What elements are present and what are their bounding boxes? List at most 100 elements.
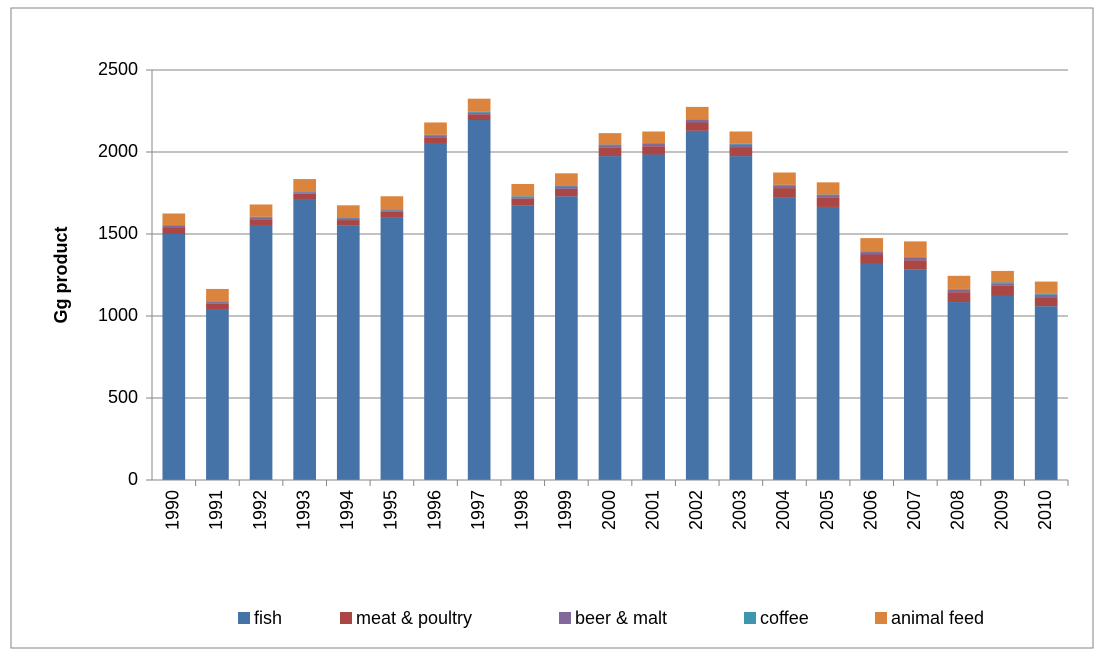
bar-segment	[293, 191, 317, 193]
bar-segment	[380, 211, 404, 218]
x-tick-label: 2004	[773, 490, 793, 530]
bar-segment	[598, 133, 622, 145]
bar-segment	[511, 205, 535, 481]
bar-segment	[773, 185, 796, 189]
bar-segment	[685, 120, 709, 123]
bar-segment	[685, 122, 709, 131]
bar-segment	[467, 111, 491, 113]
bar-segment	[860, 254, 884, 264]
bar-segment	[336, 220, 360, 226]
bar-segment	[380, 196, 404, 210]
legend-swatch	[875, 612, 887, 624]
bar-segment	[598, 144, 622, 146]
bar-segment	[685, 119, 709, 121]
bar-segment	[860, 263, 884, 480]
bar-segment	[729, 131, 753, 144]
bar-segment	[424, 122, 447, 135]
bar-segment	[293, 192, 317, 194]
bar-segment	[947, 275, 971, 289]
bar-segment	[598, 145, 622, 148]
bar-segment	[555, 185, 578, 187]
bar-segment	[249, 217, 273, 220]
bar-segment	[424, 137, 447, 143]
bar-segment	[991, 295, 1014, 480]
bar-segment	[511, 197, 535, 199]
x-tick-label: 1990	[163, 490, 183, 530]
x-tick-label: 1998	[512, 490, 532, 530]
bar-segment	[816, 182, 840, 195]
bar-segment	[424, 134, 447, 136]
bar-segment	[249, 216, 273, 218]
bar-segment	[903, 269, 927, 480]
bar-segment	[293, 199, 317, 480]
x-tick-label: 2001	[642, 490, 662, 530]
y-tick-label: 0	[128, 469, 138, 489]
bar-segment	[336, 225, 360, 480]
bar-segment	[162, 227, 186, 234]
x-tick-label: 2010	[1035, 490, 1055, 530]
bar-segment	[1034, 281, 1058, 294]
bar-segment	[380, 209, 404, 211]
bar-segment	[903, 256, 927, 258]
x-tick-label: 1991	[206, 490, 226, 530]
y-tick-label: 1000	[98, 305, 138, 325]
bar-segment	[380, 210, 404, 212]
bar-segment	[206, 303, 229, 310]
bar-segment	[991, 282, 1014, 284]
legend-swatch	[744, 612, 756, 624]
bar-segment	[729, 147, 753, 157]
bar-segment	[773, 184, 796, 186]
bar-segment	[729, 156, 753, 480]
bar-segment	[1034, 294, 1058, 298]
bar-segment	[336, 218, 360, 221]
bar-segment	[467, 98, 491, 112]
x-tick-label: 2006	[860, 490, 880, 530]
bar-segment	[162, 213, 186, 225]
bar-segment	[991, 285, 1014, 296]
bar-segment	[685, 106, 709, 120]
bar-segment	[467, 112, 491, 115]
legend-swatch	[559, 612, 571, 624]
bar-segment	[424, 142, 447, 481]
x-tick-label: 2009	[991, 490, 1011, 530]
x-tick-label: 2000	[599, 490, 619, 530]
bar-segment	[336, 205, 360, 218]
bar-segment	[1034, 297, 1058, 307]
bar-segment	[816, 195, 840, 198]
bar-segment	[162, 225, 186, 228]
bar-segment	[293, 179, 317, 192]
bar-segment	[555, 188, 578, 197]
y-axis-label: Gg product	[51, 227, 71, 324]
bar-segment	[947, 288, 971, 290]
bar-segment	[555, 186, 578, 189]
bar-segment	[467, 120, 491, 481]
bar-segment	[206, 309, 229, 480]
bar-segment	[511, 196, 535, 198]
bar-segment	[249, 219, 273, 225]
bar-segment	[991, 270, 1014, 283]
bar-segment	[947, 292, 971, 303]
bar-segment	[642, 142, 665, 144]
bar-segment	[991, 283, 1014, 286]
bar-segment	[903, 257, 927, 261]
bar-segment	[511, 198, 535, 206]
x-tick-label: 2005	[817, 490, 837, 530]
bar-segment	[162, 224, 186, 226]
bar-segment	[729, 143, 753, 145]
bar-segment	[860, 252, 884, 255]
bar-segment	[598, 156, 622, 480]
x-tick-label: 2007	[904, 490, 924, 530]
x-tick-label: 1994	[337, 490, 357, 530]
legend-label: fish	[254, 608, 282, 628]
bar-segment	[1034, 306, 1058, 480]
bar-segment	[816, 197, 840, 207]
bar-segment	[729, 144, 753, 148]
bar-segment	[511, 183, 535, 197]
bar-segment	[903, 260, 927, 270]
bar-segment	[555, 173, 578, 186]
bar-segment	[816, 206, 840, 480]
bar-segment	[162, 234, 186, 480]
legend-label: meat & poultry	[356, 608, 472, 628]
bar-segment	[860, 238, 884, 252]
